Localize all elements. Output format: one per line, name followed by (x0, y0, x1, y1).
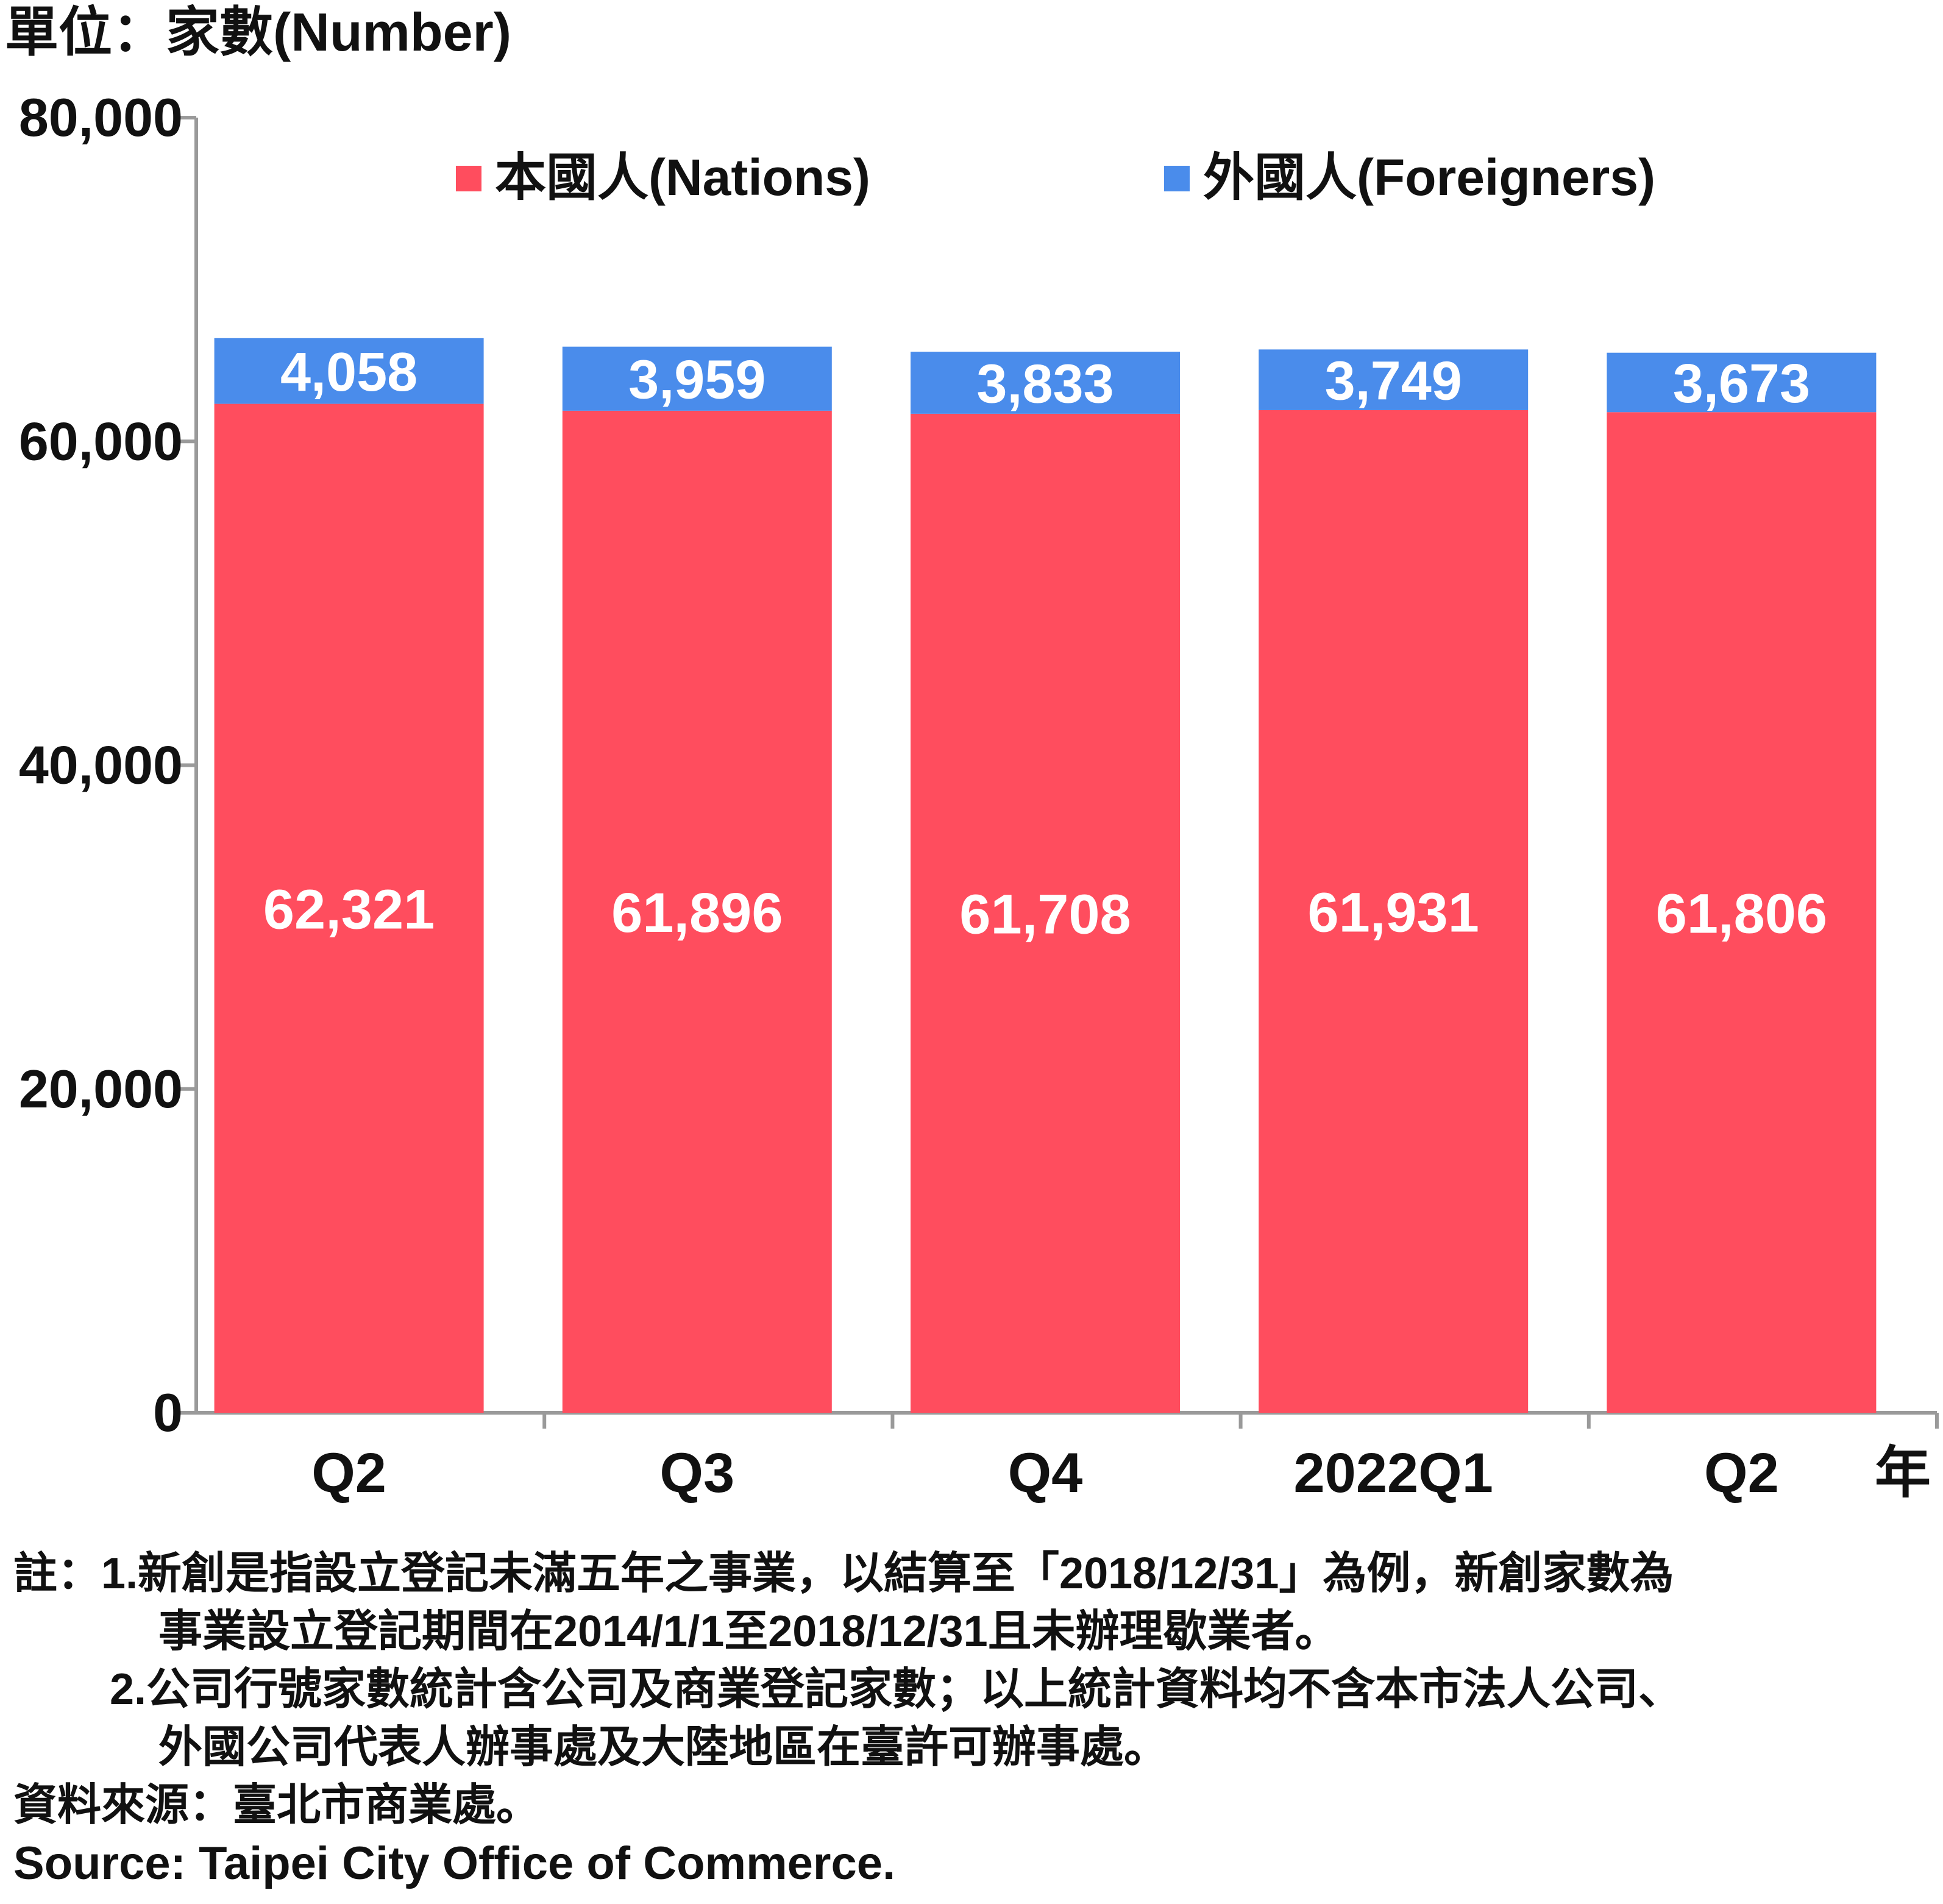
x-axis-suffix: 年 (1875, 1442, 1931, 1504)
legend-swatch-foreigners (1164, 166, 1190, 191)
chart-legend: 本國人(Nations) 外國人(Foreigners) (456, 149, 1655, 206)
source-zh: 資料來源：臺北市商業處。 (13, 1781, 541, 1830)
note-line-1: 註：1.新創是指設立登記未滿五年之事業，以結算至「2018/12/31」為例，新… (13, 1549, 1674, 1598)
bar-nations (214, 403, 484, 1413)
bar-nations (562, 410, 832, 1413)
data-label-foreigners: 3,959 (628, 350, 765, 411)
legend-label-nations: 本國人(Nations) (495, 149, 870, 206)
legend-label-foreigners: 外國人(Foreigners) (1203, 149, 1655, 206)
data-label-foreigners: 4,058 (280, 342, 417, 403)
bar-foreigners (214, 338, 484, 404)
note-line-4: 外國公司代表人辦事處及大陸地區在臺許可辦事處。 (158, 1723, 1168, 1772)
stacked-bar-chart: 0 20,000 40,000 60,000 80,000 Q2 Q3 Q4 2022Q1 Q2 年… (19, 87, 1939, 1504)
bar-foreigners (1259, 349, 1529, 410)
y-tick-label: 0 (153, 1382, 183, 1443)
data-label-nations: 61,896 (611, 882, 783, 944)
bar-foreigners (1607, 352, 1877, 413)
chart-bars (214, 338, 1877, 1413)
data-label-nations: 62,321 (263, 878, 435, 940)
x-category-label: Q2 (311, 1442, 386, 1504)
data-label-foreigners: 3,673 (1673, 353, 1810, 414)
bar-nations (911, 413, 1180, 1413)
legend-swatch-nations (456, 166, 481, 191)
chart-notes: 註：1.新創是指設立登記未滿五年之事業，以結算至「2018/12/31」為例，新… (13, 1545, 1933, 1892)
data-label-foreigners: 3,749 (1325, 351, 1462, 412)
note-line-3: 2.公司行號家數統計含公司及商業登記家數；以上統計資料均不含本市法人公司、 (110, 1665, 1683, 1714)
bar-nations (1259, 410, 1529, 1413)
source-en: Source: Taipei City Office of Commerce. (13, 1838, 896, 1889)
chart-data-labels: 62,321 4,058 61,896 3,959 61,708 3,833 61,931 3… (263, 342, 1827, 945)
data-label-nations: 61,708 (959, 884, 1131, 946)
bar-foreigners (911, 352, 1180, 414)
data-label-nations: 61,806 (1656, 883, 1827, 945)
y-tick-label: 60,000 (19, 411, 183, 471)
x-category-label: Q3 (659, 1442, 734, 1504)
x-category-label: Q4 (1008, 1442, 1083, 1504)
unit-label: 單位：家數(Number) (5, 2, 512, 62)
bar-nations (1607, 412, 1877, 1413)
y-tick-label: 80,000 (19, 87, 183, 147)
note-line-2: 事業設立登記期間在2014/1/1至2018/12/31且未辦理歇業者。 (158, 1607, 1339, 1656)
data-label-nations: 61,931 (1308, 882, 1479, 944)
data-label-foreigners: 3,833 (976, 353, 1114, 414)
x-category-label: Q2 (1704, 1442, 1779, 1504)
bar-foreigners (562, 346, 832, 411)
x-category-label: 2022Q1 (1294, 1442, 1493, 1504)
y-tick-label: 20,000 (19, 1059, 183, 1119)
y-tick-label: 40,000 (19, 735, 183, 795)
